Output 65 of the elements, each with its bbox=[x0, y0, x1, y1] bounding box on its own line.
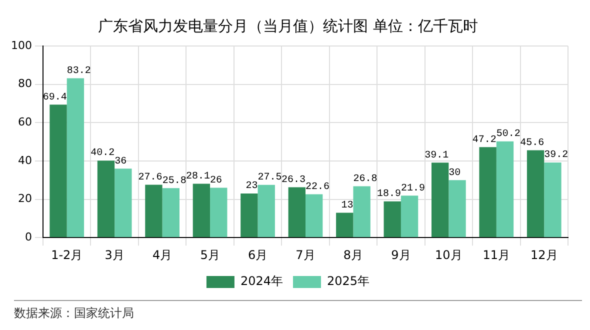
bar bbox=[400, 196, 418, 238]
data-label: 25.8 bbox=[162, 176, 186, 187]
data-label: 28.1 bbox=[186, 171, 210, 182]
data-label: 45.6 bbox=[520, 138, 544, 149]
x-tick-label: 3月 bbox=[104, 248, 124, 262]
legend-label: 2024年 bbox=[240, 274, 284, 288]
y-tick-label: 100 bbox=[10, 38, 32, 52]
bar bbox=[145, 184, 162, 238]
bar bbox=[336, 212, 354, 238]
x-tick-label: 7月 bbox=[296, 248, 316, 262]
bar bbox=[97, 160, 115, 238]
legend-label: 2025年 bbox=[327, 274, 370, 288]
bar bbox=[544, 162, 562, 238]
bar bbox=[114, 168, 132, 238]
bar bbox=[240, 194, 258, 238]
data-label: 26 bbox=[210, 175, 222, 186]
y-tick-label: 0 bbox=[24, 230, 32, 244]
data-label: 26.3 bbox=[281, 174, 306, 186]
x-tick-label: 5月 bbox=[200, 248, 220, 262]
x-tick-label: 8月 bbox=[343, 248, 364, 262]
x-tick-label: 6月 bbox=[248, 248, 268, 262]
x-tick-label: 9月 bbox=[391, 248, 411, 262]
x-tick-label: 10月 bbox=[435, 248, 462, 262]
data-label: 39.1 bbox=[424, 150, 449, 162]
bar bbox=[384, 201, 401, 238]
x-tick-label: 12月 bbox=[530, 248, 558, 262]
bar bbox=[526, 150, 544, 238]
data-label: 22.6 bbox=[306, 182, 330, 193]
data-label: 26.8 bbox=[353, 174, 378, 185]
bar bbox=[288, 187, 306, 238]
data-label: 23 bbox=[246, 181, 258, 192]
data-label: 13 bbox=[341, 200, 354, 212]
data-label: 39.2 bbox=[544, 150, 568, 162]
bar bbox=[258, 184, 275, 238]
data-label: 40.2 bbox=[90, 148, 115, 160]
data-label: 47.2 bbox=[472, 134, 496, 146]
data-label: 21.9 bbox=[400, 183, 425, 194]
bar bbox=[306, 194, 323, 238]
data-label: 27.6 bbox=[138, 172, 162, 184]
data-label: 27.5 bbox=[258, 172, 282, 184]
bar bbox=[162, 188, 180, 238]
bar bbox=[479, 147, 496, 238]
bar bbox=[448, 180, 466, 238]
chart-title: 广东省风力发电量分月（当月值）统计图 单位：亿千瓦时 bbox=[98, 16, 478, 35]
x-tick-label: 1-2月 bbox=[51, 248, 83, 262]
x-tick-label: 11月 bbox=[482, 248, 510, 262]
bar bbox=[496, 141, 514, 238]
data-label: 83.2 bbox=[66, 66, 91, 77]
bar bbox=[50, 104, 67, 238]
y-tick-label: 40 bbox=[18, 154, 32, 167]
data-label: 30 bbox=[448, 168, 461, 179]
bar bbox=[192, 184, 210, 238]
bar bbox=[210, 188, 228, 238]
data-label: 18.9 bbox=[376, 189, 401, 200]
x-tick-label: 4月 bbox=[152, 248, 172, 262]
y-tick-label: 20 bbox=[18, 192, 32, 206]
bar bbox=[353, 186, 370, 238]
y-tick-label: 80 bbox=[18, 77, 32, 90]
bar bbox=[432, 162, 449, 238]
data-label: 36 bbox=[114, 156, 127, 168]
data-label: 50.2 bbox=[496, 129, 520, 140]
y-tick-label: 60 bbox=[18, 116, 32, 128]
bar bbox=[66, 78, 84, 238]
source-note: 数据来源：国家统计局 bbox=[14, 306, 134, 320]
data-label: 69.4 bbox=[42, 92, 67, 104]
